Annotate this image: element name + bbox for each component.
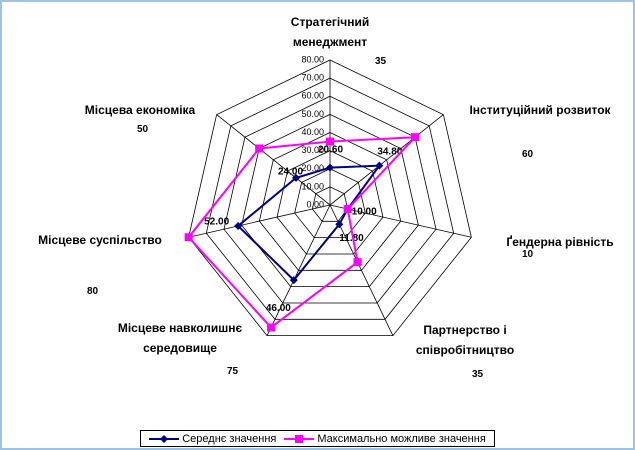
- data-label: 20.60: [318, 144, 343, 155]
- legend-swatch: [284, 434, 315, 443]
- point: [255, 144, 264, 153]
- axis-spoke: [216, 114, 331, 206]
- point: [184, 233, 193, 242]
- data-label: 46.00: [266, 303, 291, 314]
- point: [234, 221, 243, 230]
- category-label: Місцеве суспільство: [38, 233, 162, 247]
- axis-spoke: [329, 204, 472, 238]
- data-label: 11.80: [339, 233, 364, 244]
- grid-line: [205, 77, 455, 320]
- point: [411, 133, 420, 142]
- category-label: Інституційний розвиток: [469, 103, 611, 117]
- point: [375, 161, 384, 170]
- point: [267, 323, 276, 332]
- y-tick-label: 60.00: [301, 91, 324, 101]
- data-label: 52.00: [204, 217, 229, 228]
- category-label: Стратегічний менеджмент: [290, 15, 370, 49]
- data-label: 60: [522, 149, 534, 160]
- category-label: Місцеве навколишнє середовище: [117, 321, 243, 355]
- axis-spoke: [329, 114, 444, 206]
- data-label: 50: [137, 124, 149, 135]
- axis-spoke: [266, 204, 331, 336]
- point: [343, 205, 352, 214]
- grid-line: [241, 113, 419, 288]
- legend-item: Максимально можливе значення: [284, 432, 486, 445]
- data-label: 35: [472, 369, 484, 380]
- legend-marker: [295, 434, 304, 443]
- legend-swatch: [149, 434, 180, 443]
- point: [353, 258, 362, 267]
- legend-marker: [160, 434, 169, 443]
- legend-label: Максимально можливе значення: [317, 432, 486, 445]
- legend: Середнє значення Максимально можливе знач…: [140, 430, 495, 447]
- grid-line: [294, 168, 366, 239]
- point: [289, 276, 298, 285]
- category-label: Місцева економіка: [84, 103, 196, 117]
- y-tick-label: 30.00: [301, 145, 324, 155]
- grid-line: [276, 150, 384, 255]
- data-label: 35: [375, 56, 387, 67]
- data-label: 24.00: [278, 167, 303, 178]
- grid-line: [223, 95, 437, 304]
- data-label: 80: [87, 286, 99, 297]
- grid-line: [258, 132, 402, 271]
- y-tick-label: 80.00: [301, 54, 324, 64]
- data-label: 34.80: [377, 146, 402, 157]
- axis-spoke: [188, 204, 331, 238]
- y-tick-label: 40.00: [301, 127, 324, 137]
- grid-line: [188, 59, 472, 337]
- data-label: 75: [227, 366, 239, 377]
- y-tick-label: 0.00: [306, 199, 324, 209]
- data-label: 10.00: [352, 207, 377, 218]
- series-line: [187, 136, 418, 329]
- series-line: [236, 164, 382, 282]
- point: [291, 173, 300, 182]
- y-tick-label: 70.00: [301, 73, 324, 83]
- y-tick-label: 50.00: [301, 109, 324, 119]
- grid-line: [311, 186, 349, 222]
- y-tick-label: 20.00: [301, 163, 324, 173]
- legend-item: Середнє значення: [149, 433, 276, 445]
- category-label: Ґендерна рівність: [506, 235, 614, 249]
- point: [326, 137, 334, 146]
- data-label: 10: [522, 249, 534, 260]
- point: [326, 163, 334, 172]
- legend-label: Середнє значення: [182, 432, 277, 445]
- y-tick-label: 10.00: [301, 181, 324, 191]
- point: [335, 220, 344, 229]
- category-label: Партнерство і співробітництво: [415, 323, 515, 357]
